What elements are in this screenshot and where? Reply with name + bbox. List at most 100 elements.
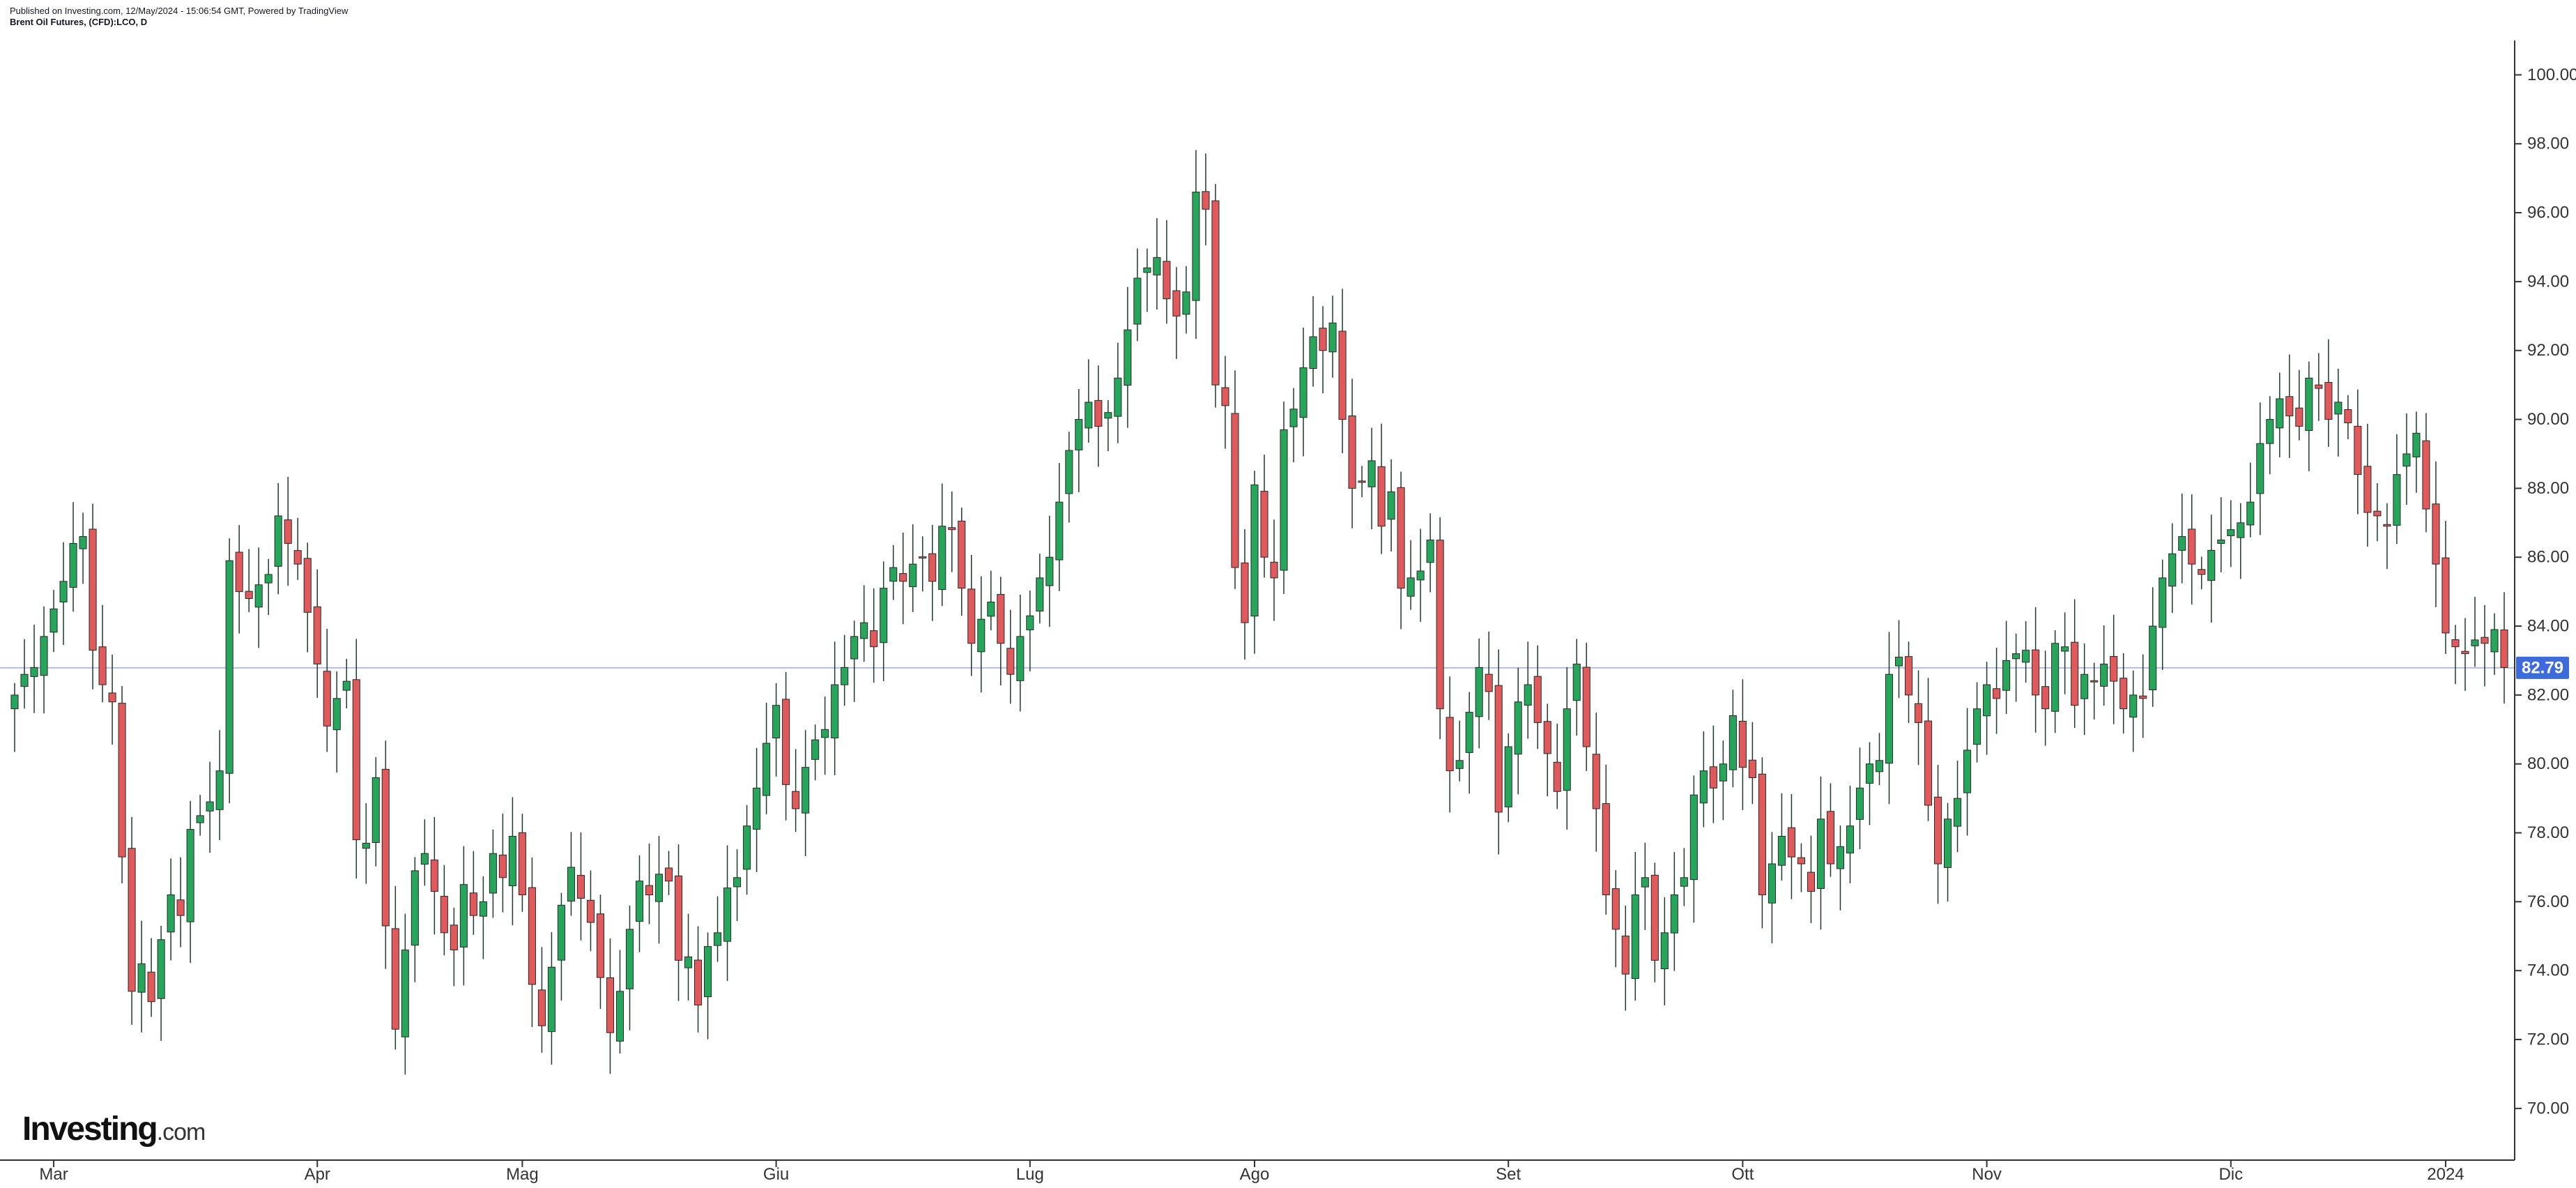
candle [1377, 423, 1386, 554]
candle [1826, 783, 1834, 877]
candle-body [772, 705, 781, 739]
candle-body [1124, 329, 1132, 386]
candle-body [1211, 200, 1220, 386]
candle-body [2090, 680, 2099, 683]
candle [1621, 905, 1630, 1011]
candle-body [440, 896, 448, 934]
candle [664, 851, 673, 895]
candle-body [2061, 646, 2069, 652]
last-price-badge-bg [2516, 656, 2569, 679]
candle [537, 947, 546, 1053]
candle [1016, 594, 1025, 712]
candle [1572, 639, 1581, 736]
candle-body [196, 815, 204, 823]
candle-body [69, 542, 77, 588]
x-tick-label: Mag [506, 1165, 539, 1184]
candle-body [2266, 419, 2274, 444]
candle-body [1377, 466, 1386, 527]
candle-body [1387, 491, 1395, 520]
candle [489, 829, 497, 918]
candle [1787, 793, 1795, 899]
candle [137, 920, 146, 1033]
candle [1543, 703, 1551, 797]
candle [948, 491, 956, 572]
candle [743, 805, 751, 895]
candle [1846, 785, 1855, 884]
candle [2383, 503, 2391, 570]
candle-body [1153, 257, 1161, 275]
candle-body [1192, 191, 1200, 301]
candle [733, 849, 742, 922]
candle-body [1748, 759, 1756, 778]
candle [674, 844, 683, 1001]
candle-body [1592, 754, 1600, 809]
candle-body [1963, 749, 1972, 793]
candle [1026, 591, 1034, 671]
candle [1592, 713, 1600, 852]
candle [850, 620, 859, 702]
candle-body [2139, 695, 2147, 699]
candle [1709, 725, 1717, 823]
candle-body [694, 959, 703, 1006]
candle-body [2451, 639, 2460, 648]
candle [2168, 523, 2177, 614]
candle-body [1036, 577, 1044, 612]
candle-body [576, 875, 585, 899]
candle [1514, 667, 1522, 795]
candle-body [1914, 703, 1923, 723]
candle-body [2402, 453, 2411, 467]
candle [459, 846, 468, 986]
candle-body [860, 622, 868, 639]
candle-body [1514, 701, 1522, 755]
candle-body [1983, 684, 1991, 717]
candle [831, 641, 839, 775]
candle [1855, 747, 1864, 850]
candle [1045, 515, 1054, 627]
candle [1104, 399, 1112, 452]
candle-body [928, 553, 937, 582]
candle-body [889, 567, 898, 582]
candle [264, 558, 273, 616]
candle [1660, 897, 1669, 1006]
candle-body [1689, 794, 1698, 881]
candle-body [59, 581, 68, 602]
candle [528, 857, 536, 1028]
y-tick-label: 94.00 [2527, 272, 2569, 291]
candle [323, 629, 331, 752]
candle-body [1241, 562, 1249, 623]
candle [1250, 471, 1259, 654]
candle-body [469, 892, 477, 916]
candle [1289, 388, 1298, 463]
candle [2363, 423, 2372, 547]
candle-body [792, 791, 800, 809]
candle-body [303, 558, 312, 613]
candle [2490, 613, 2499, 676]
candle-body [1738, 720, 1747, 768]
candle [2080, 643, 2089, 736]
candle [118, 685, 126, 883]
candle [1719, 740, 1727, 821]
candle [909, 524, 917, 612]
candle-body [1699, 770, 1708, 804]
candle-body [284, 519, 292, 544]
x-tick-label: Apr [305, 1165, 330, 1184]
candle-body [20, 673, 29, 687]
candle [1055, 463, 1064, 591]
candle [411, 857, 419, 982]
candle [332, 671, 341, 773]
candle-body [2256, 443, 2264, 494]
candle [2012, 633, 2021, 702]
candle [245, 549, 253, 612]
candle [2207, 515, 2216, 623]
candle-body [1338, 330, 1347, 420]
candle-body [1231, 413, 1239, 568]
candle [899, 533, 907, 625]
candle [284, 476, 292, 586]
candle [225, 538, 233, 804]
candle-body [225, 560, 233, 774]
candle-body [2071, 641, 2079, 706]
candle [469, 851, 477, 935]
candle [2354, 389, 2362, 515]
candle [1494, 649, 1503, 855]
